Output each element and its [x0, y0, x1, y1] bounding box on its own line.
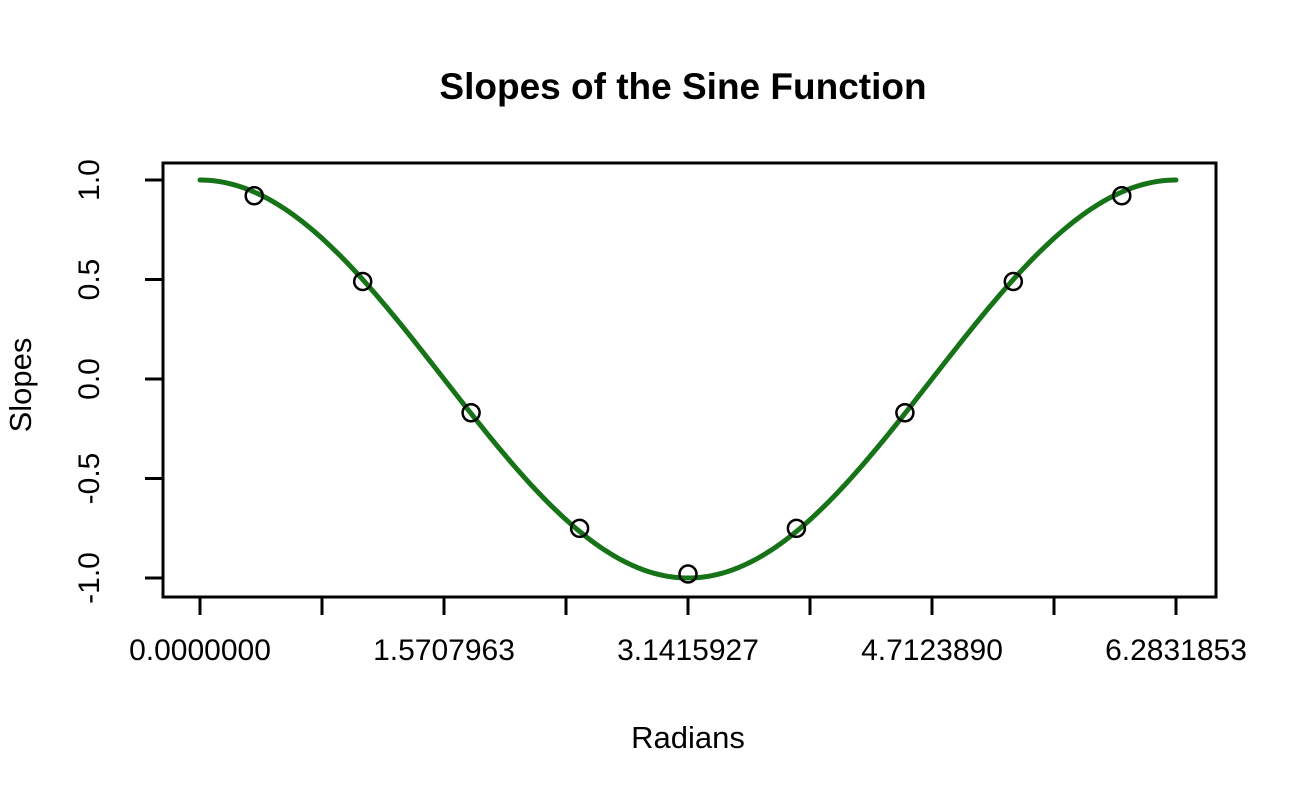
- y-axis-ticks: [145, 178, 163, 580]
- slope-data-point: [678, 564, 698, 584]
- x-axis-tick-labels: 0.0000000 1.5707963 3.1415927 4.7123890 6.28…: [129, 634, 1247, 667]
- x-tick-label: 0.0000000: [129, 634, 271, 667]
- slope-data-point: [352, 271, 373, 292]
- slope-data-point: [1112, 185, 1132, 206]
- chart-title: Slopes of the Sine Function: [439, 66, 926, 107]
- x-tick-label: 3.1415927: [617, 634, 759, 667]
- y-tick-label: -1.0: [73, 552, 106, 604]
- points-layer: [244, 185, 1132, 584]
- y-axis-tick-labels: -1.0 -0.5 0.0 0.5 1.0: [73, 159, 106, 604]
- x-axis-label: Radians: [631, 720, 745, 755]
- slope-data-point: [461, 403, 481, 423]
- slope-data-point: [895, 403, 915, 423]
- plot-box: [161, 161, 1218, 599]
- derivative-curve: [197, 177, 1179, 581]
- curve-layer: [197, 177, 1179, 581]
- y-axis-label: Slopes: [3, 338, 38, 433]
- y-tick-label: 0.0: [73, 358, 106, 400]
- slope-data-point: [244, 185, 264, 206]
- y-tick-label: 0.5: [73, 259, 106, 301]
- x-tick-label: 4.7123890: [861, 634, 1003, 667]
- y-tick-label: -0.5: [73, 453, 106, 505]
- y-tick-label: 1.0: [73, 159, 106, 201]
- x-tick-label: 1.5707963: [373, 634, 515, 667]
- slope-data-point: [786, 518, 807, 539]
- slope-data-point: [1003, 271, 1024, 292]
- x-tick-label: 6.2831853: [1105, 634, 1247, 667]
- x-axis-ticks: [198, 597, 1178, 615]
- slope-data-point: [569, 518, 590, 539]
